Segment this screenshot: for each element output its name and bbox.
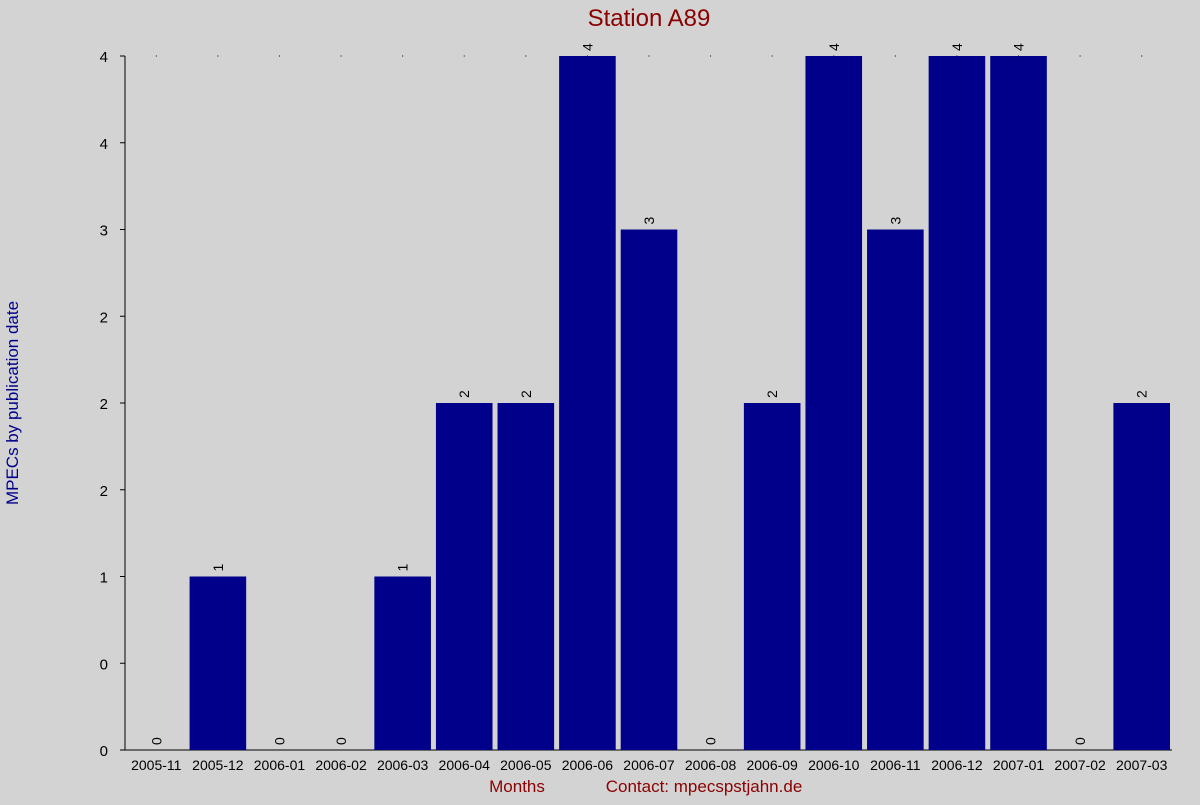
top-tick-mark bbox=[217, 55, 219, 57]
x-tick-label: 2007-03 bbox=[1116, 757, 1168, 773]
x-tick-label: 2006-11 bbox=[870, 757, 921, 773]
bar bbox=[928, 56, 986, 750]
top-tick-mark bbox=[956, 55, 958, 57]
x-tick-label: 2007-01 bbox=[993, 757, 1045, 773]
bar-value-label: 0 bbox=[271, 737, 287, 745]
x-tick-label: 2005-12 bbox=[192, 757, 244, 773]
bar bbox=[435, 403, 493, 750]
top-tick-mark bbox=[833, 55, 835, 57]
top-tick-mark bbox=[525, 55, 527, 57]
bar bbox=[374, 576, 431, 750]
x-tick-label: 2006-12 bbox=[931, 757, 983, 773]
bar-value-label: 2 bbox=[764, 390, 780, 398]
x-axis-tick-labels: 2005-11 2005-12 2006-01 2006-02 2006-03 2006-… bbox=[131, 55, 1168, 773]
x-tick-label: 2006-04 bbox=[439, 757, 491, 773]
y-tick-label: 2 bbox=[100, 396, 108, 413]
top-tick-mark bbox=[771, 55, 773, 57]
y-axis-label: MPECs by publication date bbox=[3, 301, 22, 505]
bar-value-label: 2 bbox=[456, 390, 472, 398]
top-tick-mark bbox=[340, 55, 342, 57]
y-tick-label: 3 bbox=[100, 223, 108, 240]
bar-value-label: 4 bbox=[579, 43, 595, 51]
footer-contact: Contact: mpecspstjahn.de bbox=[606, 777, 803, 796]
y-tick-label: 2 bbox=[100, 483, 108, 500]
bar bbox=[867, 229, 924, 750]
x-tick-label: 2006-03 bbox=[377, 757, 429, 773]
y-tick-label: 0 bbox=[100, 743, 108, 760]
top-tick-mark bbox=[402, 55, 404, 57]
top-tick-mark bbox=[1141, 55, 1143, 57]
y-tick-label: 4 bbox=[100, 49, 108, 66]
bar bbox=[805, 56, 863, 750]
bar-value-label: 0 bbox=[148, 737, 164, 745]
bar bbox=[189, 576, 247, 750]
top-tick-mark bbox=[586, 55, 588, 57]
bar bbox=[497, 403, 555, 750]
bar-value-label: 2 bbox=[1134, 390, 1150, 398]
bar-value-label: 1 bbox=[210, 564, 226, 572]
x-tick-label: 2006-07 bbox=[623, 757, 675, 773]
bar-value-label: 4 bbox=[1011, 43, 1027, 51]
bar bbox=[620, 229, 678, 750]
y-tick-label: 2 bbox=[100, 309, 108, 326]
bar bbox=[1113, 403, 1170, 750]
bar-value-labels: 0 1 0 0 1 2 2 4 3 0 2 4 3 4 4 0 2 bbox=[148, 43, 1149, 745]
bar-value-label: 0 bbox=[1072, 737, 1088, 745]
bar-value-label: 0 bbox=[333, 737, 349, 745]
bar-value-label: 4 bbox=[826, 43, 842, 51]
y-tick-label: 0 bbox=[100, 656, 108, 673]
x-tick-label: 2006-02 bbox=[315, 757, 367, 773]
bar-value-label: 0 bbox=[703, 737, 719, 745]
bar-value-label: 1 bbox=[395, 564, 411, 572]
x-tick-label: 2006-05 bbox=[500, 757, 552, 773]
bar-value-label: 3 bbox=[887, 217, 903, 225]
top-tick-mark bbox=[1018, 55, 1020, 57]
bars bbox=[189, 56, 1170, 750]
chart-title: Station A89 bbox=[588, 5, 711, 32]
bar bbox=[990, 56, 1047, 750]
top-tick-mark bbox=[155, 55, 157, 57]
x-tick-label: 2006-09 bbox=[746, 757, 798, 773]
y-axis-ticks: 0 0 1 2 2 2 3 4 4 bbox=[100, 49, 125, 760]
bar bbox=[743, 403, 801, 750]
bar-value-label: 2 bbox=[518, 390, 534, 398]
top-tick-mark bbox=[648, 55, 650, 57]
x-tick-label: 2006-01 bbox=[254, 757, 306, 773]
bar-value-label: 3 bbox=[641, 217, 657, 225]
top-tick-mark bbox=[278, 55, 280, 57]
x-tick-label: 2006-08 bbox=[685, 757, 737, 773]
x-tick-label: 2006-10 bbox=[808, 757, 860, 773]
y-tick-label: 4 bbox=[100, 136, 108, 153]
bar-value-label: 4 bbox=[949, 43, 965, 51]
x-tick-label: 2007-02 bbox=[1054, 757, 1106, 773]
top-tick-mark bbox=[894, 55, 896, 57]
x-tick-label: 2005-11 bbox=[131, 757, 182, 773]
top-tick-mark bbox=[463, 55, 465, 57]
y-tick-label: 1 bbox=[100, 570, 108, 587]
bar bbox=[559, 56, 616, 750]
top-tick-mark bbox=[710, 55, 712, 57]
x-axis-label: Months bbox=[489, 777, 545, 796]
top-tick-mark bbox=[1079, 55, 1081, 57]
x-tick-label: 2006-06 bbox=[562, 757, 614, 773]
